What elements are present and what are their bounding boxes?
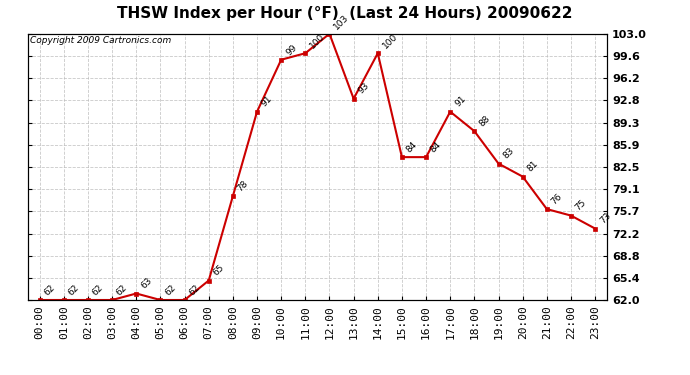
Text: THSW Index per Hour (°F)  (Last 24 Hours) 20090622: THSW Index per Hour (°F) (Last 24 Hours)… — [117, 6, 573, 21]
Text: 62: 62 — [67, 283, 81, 297]
Text: 91: 91 — [453, 94, 468, 109]
Text: 100: 100 — [381, 32, 399, 51]
Text: 100: 100 — [308, 32, 326, 51]
Text: 73: 73 — [598, 211, 613, 226]
Text: 76: 76 — [550, 192, 564, 206]
Text: 103: 103 — [333, 12, 351, 31]
Text: 75: 75 — [574, 198, 589, 213]
Text: 62: 62 — [164, 283, 177, 297]
Text: 62: 62 — [91, 283, 105, 297]
Text: 63: 63 — [139, 276, 154, 291]
Text: 62: 62 — [43, 283, 57, 297]
Text: 88: 88 — [477, 114, 492, 128]
Text: 78: 78 — [236, 179, 250, 194]
Text: Copyright 2009 Cartronics.com: Copyright 2009 Cartronics.com — [30, 36, 172, 45]
Text: 62: 62 — [115, 283, 129, 297]
Text: 83: 83 — [502, 146, 516, 161]
Text: 93: 93 — [357, 81, 371, 96]
Text: 62: 62 — [188, 283, 201, 297]
Text: 84: 84 — [429, 140, 443, 154]
Text: 84: 84 — [405, 140, 419, 154]
Text: 91: 91 — [260, 94, 275, 109]
Text: 81: 81 — [526, 159, 540, 174]
Text: 65: 65 — [212, 263, 226, 278]
Text: 99: 99 — [284, 42, 299, 57]
